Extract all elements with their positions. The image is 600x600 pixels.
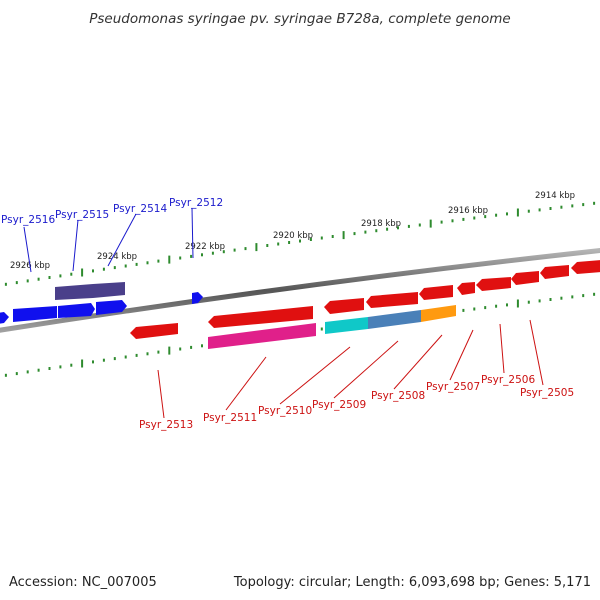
gene-arrow-forward[interactable] bbox=[13, 306, 57, 322]
gene-arrow-reverse[interactable] bbox=[366, 292, 418, 308]
gene-arrow-reverse[interactable] bbox=[208, 306, 313, 328]
gene-arrow-reverse[interactable] bbox=[457, 282, 475, 295]
gene-label-psyr-2514[interactable]: Psyr_2514 bbox=[113, 203, 167, 215]
scale-label-2922: 2922 kbp bbox=[185, 242, 225, 252]
gene-arrow-forward[interactable] bbox=[58, 303, 95, 318]
gene-arrow-reverse[interactable] bbox=[540, 265, 569, 279]
gene-label-psyr-2512[interactable]: Psyr_2512 bbox=[169, 197, 223, 209]
scale-label-2918: 2918 kbp bbox=[361, 219, 401, 229]
gene-arrow-forward[interactable] bbox=[55, 284, 93, 300]
gene-arrow-reverse[interactable] bbox=[419, 285, 453, 300]
genome-backbone bbox=[0, 248, 600, 333]
gene-arrow-forward[interactable] bbox=[93, 282, 125, 298]
gene-label-psyr-2506[interactable]: Psyr_2506 bbox=[481, 374, 535, 386]
gene-arrow-reverse[interactable] bbox=[368, 310, 421, 329]
gene-arrow-reverse[interactable] bbox=[511, 271, 539, 285]
gene-arrow-reverse[interactable] bbox=[208, 323, 316, 349]
gene-arrow-reverse[interactable] bbox=[421, 305, 456, 322]
gene-arrow-reverse[interactable] bbox=[130, 323, 178, 339]
forward-gene-labels: Psyr_2516 Psyr_2515 Psyr_2514 Psyr_2512 bbox=[1, 197, 223, 273]
gene-label-psyr-2509[interactable]: Psyr_2509 bbox=[312, 399, 366, 411]
scale-labels: 2926 kbp 2924 kbp 2922 kbp 2920 kbp 2918… bbox=[10, 191, 575, 271]
outer-tick-track bbox=[4, 201, 596, 286]
scale-label-2914: 2914 kbp bbox=[535, 191, 575, 201]
gene-label-psyr-2511[interactable]: Psyr_2511 bbox=[203, 412, 257, 424]
gene-arrow-forward[interactable] bbox=[96, 300, 127, 315]
gene-label-psyr-2513[interactable]: Psyr_2513 bbox=[139, 419, 193, 431]
gene-label-psyr-2510[interactable]: Psyr_2510 bbox=[258, 405, 312, 417]
gene-label-psyr-2505[interactable]: Psyr_2505 bbox=[520, 387, 574, 399]
scale-label-2924: 2924 kbp bbox=[97, 252, 137, 262]
gene-label-psyr-2516[interactable]: Psyr_2516 bbox=[1, 214, 55, 226]
forward-genes bbox=[0, 282, 203, 324]
map-title: Pseudomonas syringae pv. syringae B728a,… bbox=[89, 11, 511, 27]
gene-arrow-reverse[interactable] bbox=[476, 277, 511, 291]
accession-text: Accession: NC_007005 bbox=[9, 575, 157, 590]
reverse-gene-labels: Psyr_2513 Psyr_2511 Psyr_2510 Psyr_2509 … bbox=[139, 319, 574, 431]
scale-label-2920: 2920 kbp bbox=[273, 231, 313, 241]
gene-arrow-forward[interactable] bbox=[192, 292, 203, 304]
gene-label-psyr-2507[interactable]: Psyr_2507 bbox=[426, 381, 480, 393]
topology-text: Topology: circular; Length: 6,093,698 bp… bbox=[233, 575, 591, 590]
gene-arrow-forward[interactable] bbox=[0, 312, 9, 324]
gene-arrow-reverse[interactable] bbox=[325, 317, 368, 334]
reverse-genes bbox=[130, 260, 600, 349]
gene-label-psyr-2515[interactable]: Psyr_2515 bbox=[55, 209, 109, 221]
gene-arrow-reverse[interactable] bbox=[324, 298, 364, 314]
scale-label-2916: 2916 kbp bbox=[448, 206, 488, 216]
gene-label-psyr-2508[interactable]: Psyr_2508 bbox=[371, 390, 425, 402]
gene-arrow-reverse[interactable] bbox=[571, 260, 600, 274]
